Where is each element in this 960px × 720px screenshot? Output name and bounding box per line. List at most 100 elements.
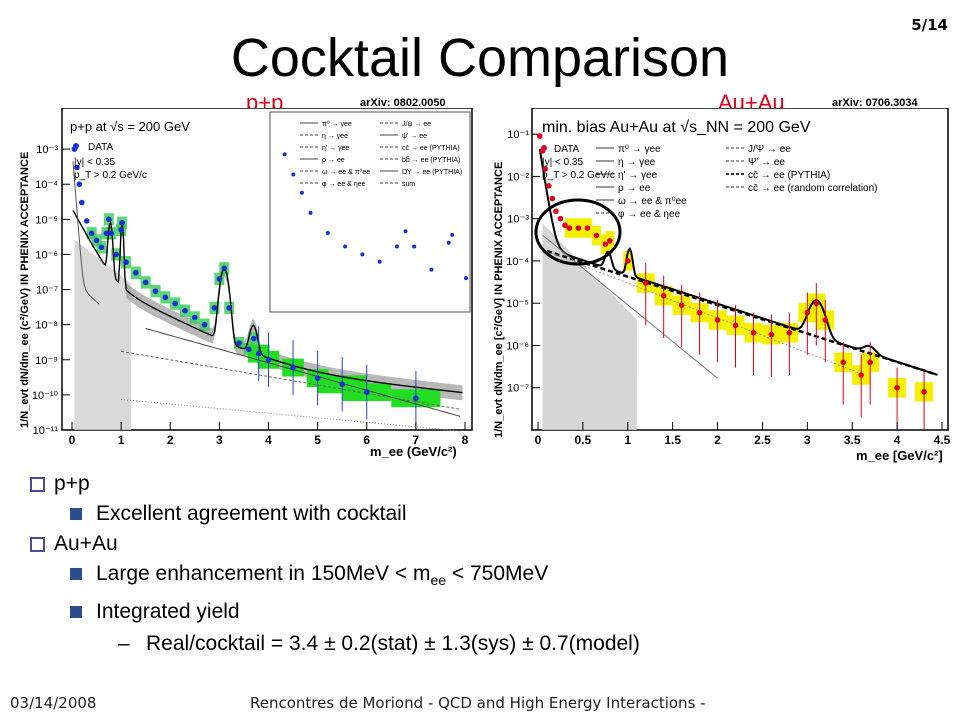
bullet-square-icon [70, 568, 82, 580]
pp-y-tick-label: 10⁻¹¹ [33, 425, 59, 437]
pp-legend-pt: p_T > 0.2 GeV/c [74, 170, 147, 181]
pp-x-tick-label: 2 [167, 433, 174, 447]
pp-data-point [314, 375, 321, 381]
pp-arxiv-ref: arXiv: 0802.0050 [360, 97, 446, 109]
pp-y-tick-label: 10⁻⁷ [36, 285, 58, 297]
auau-x-axis-label: m_ee [GeV/c²] [856, 448, 943, 463]
pp-data-point [83, 218, 90, 224]
auau-data-point [921, 389, 927, 395]
pp-inset-point [446, 240, 451, 245]
pp-data-point [201, 321, 208, 328]
auau-data-point [867, 359, 873, 366]
auau-data-point [840, 359, 847, 366]
pp-inset-legend-label: sum [402, 181, 415, 188]
bullet-list: p+p Excellent agreement with cocktail Au… [28, 470, 928, 660]
pp-charm-curve [145, 328, 461, 417]
pp-hatched-cocktail [74, 239, 131, 430]
auau-data-point [804, 309, 811, 316]
auau-data-point [566, 225, 573, 231]
auau-x-tick-label: 2.5 [754, 433, 771, 447]
auau-data-point [786, 329, 793, 336]
auau-legend-label: cc̄ → ee (PYTHIA) [748, 170, 830, 181]
auau-legend-rapidity: |y| < 0.35 [542, 157, 583, 168]
pp-data-point [119, 219, 125, 226]
pp-data-point [211, 305, 218, 311]
pp-inset-legend-label: cc̄ → ee (PYTHIA) [402, 145, 460, 152]
auau-legend-title: min. bias Au+Au at √s_NN = 200 GeV [542, 119, 811, 136]
pp-inset-legend-label: DY → ee (PYTHIA) [402, 169, 462, 176]
auau-hatched-cocktail [542, 223, 637, 430]
auau-y-tick-label: 10⁻⁵ [506, 298, 529, 310]
pp-inset-legend-label: η' → γee [322, 145, 350, 152]
pp-data-point [226, 305, 232, 311]
auau-y-tick-label: 10⁻⁷ [507, 383, 529, 395]
pp-data-point [192, 314, 198, 321]
pp-data-point [265, 356, 272, 363]
pp-data-point [142, 279, 149, 286]
pp-legend-title: p+p at √s = 200 GeV [70, 119, 190, 134]
pp-data-point [76, 181, 83, 188]
auau-random-correlation-curve [546, 251, 862, 375]
pp-inset-legend-label: bb̄ → ee (PYTHIA) [402, 156, 460, 164]
pp-data-point [152, 288, 159, 294]
auau-legend-label: φ → ee & ηee [618, 209, 681, 220]
auau-data-point [696, 309, 703, 316]
bullet-auau-yield: Integrated yield [28, 596, 928, 628]
pp-inset-legend-label: π⁰ → γee [322, 120, 352, 128]
bullet-formula: – Real/cocktail = 3.4 ± 0.2(stat) ± 1.3(s… [118, 632, 640, 656]
pp-inset-point [343, 244, 348, 249]
pp-x-tick-label: 3 [216, 433, 223, 447]
pp-bottom-curve [121, 350, 461, 410]
pp-inset-legend-label: ρ → ee [322, 157, 345, 164]
auau-y-tick-label: 10⁻⁶ [506, 340, 529, 352]
auau-legend-label: ω → ee & π⁰ee [618, 196, 687, 207]
pp-data-point [123, 259, 129, 266]
bullet-box-icon [30, 477, 45, 492]
pp-inset-point [308, 210, 313, 215]
pp-inset-legend-label: J/ψ → ee [402, 121, 431, 128]
auau-data-point [858, 372, 864, 378]
pp-y-tick-label: 10⁻⁵ [35, 214, 58, 226]
auau-data-point [549, 195, 556, 202]
pp-y-axis-label: 1/N_evt dN/dm_ee (c²/GeV) IN PHENIX ACCE… [19, 152, 31, 428]
pp-data-point [216, 276, 223, 282]
auau-data-point [602, 241, 609, 247]
auau-data-point [593, 232, 600, 239]
auau-legend-label: Ψ' → ee [748, 157, 785, 168]
auau-x-tick-label: 0.5 [575, 433, 592, 447]
auau-data-point [813, 300, 820, 307]
auau-y-tick-label: 10⁻¹ [507, 129, 529, 141]
auau-legend-label: cc̄ → ee (random correlation) [748, 183, 878, 194]
pp-legend-data-marker [73, 143, 79, 149]
pp-inset-point [360, 252, 365, 257]
auau-y-tick-label: 10⁻² [507, 171, 529, 183]
pp-chart: 1/N_evt dN/dm_ee (c²/GeV) IN PHENIX ACCE… [19, 108, 473, 459]
auau-x-tick-label: 0 [535, 433, 542, 447]
auau-legend-label: J/Ψ → ee [748, 144, 791, 155]
auau-x-tick-label: 2 [714, 433, 721, 447]
footer-conference: Rencontres de Moriond - QCD and High Ene… [250, 694, 706, 712]
auau-data-point [624, 258, 631, 264]
pp-y-tick-label: 10⁻⁸ [35, 320, 58, 332]
auau-charm-curve [546, 249, 934, 375]
bullet-auau: Au+Au [28, 530, 928, 558]
pp-x-tick-label: 0 [69, 433, 76, 447]
pp-inset-point [325, 230, 330, 235]
auau-chart: 1/N_evt dN/dm_ee [c²/GeV] IN PHENIX ACCE… [493, 108, 951, 463]
pp-legend-data: DATA [88, 142, 114, 153]
auau-data-point [536, 133, 543, 139]
pp-inset-point [291, 172, 296, 177]
pp-inset-legend-label: ψ' → ee [402, 133, 427, 140]
pp-inset-legend-label: η → γee [322, 133, 348, 140]
pp-data-point [182, 307, 188, 314]
pp-y-tick-label: 10⁻¹⁰ [32, 390, 59, 402]
pp-inset-point [282, 152, 287, 157]
pp-inset-legend-label: ω → ee & π⁰ee [322, 168, 370, 176]
pp-data-point [98, 244, 105, 251]
pp-legend-rapidity: |y| < 0.35 [74, 157, 115, 168]
pp-data-point [236, 340, 242, 346]
pp-data-point [290, 364, 296, 371]
auau-legend-data-marker [541, 145, 547, 151]
pp-data-point [88, 230, 95, 237]
pp-data-point [172, 300, 178, 307]
